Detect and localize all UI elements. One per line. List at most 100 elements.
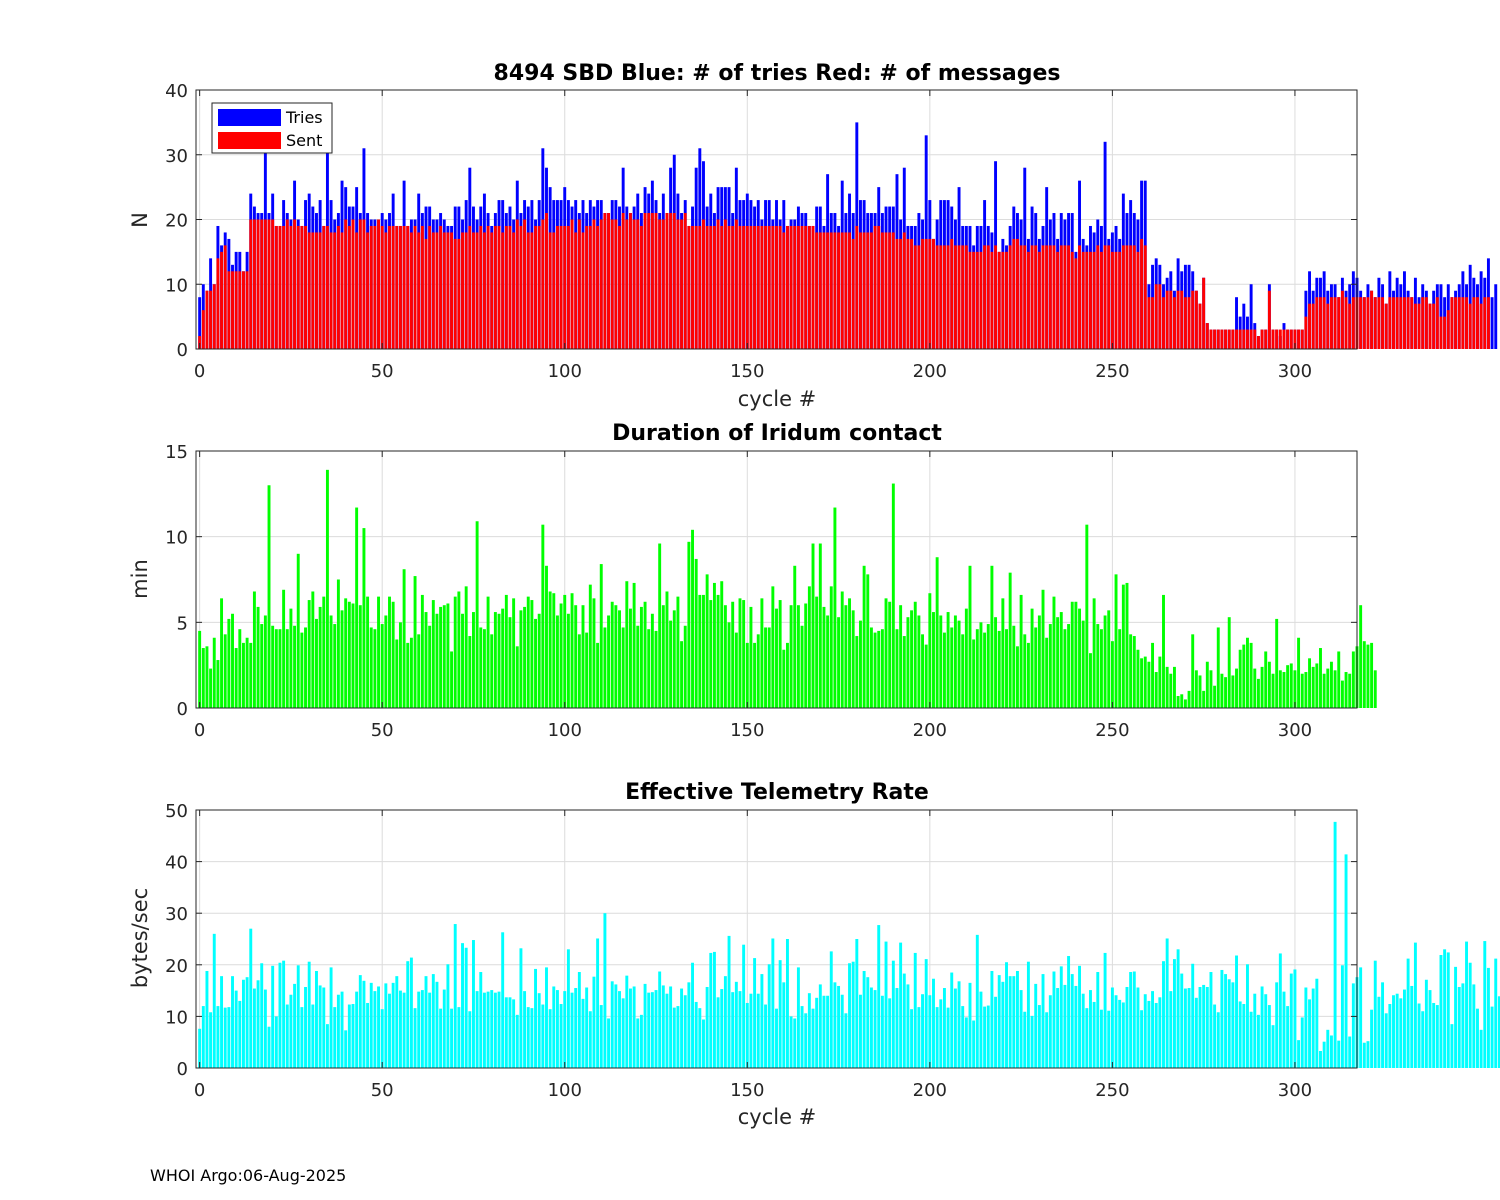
duration-bar bbox=[541, 524, 545, 708]
duration-bar bbox=[545, 565, 548, 708]
rate-bar bbox=[1359, 967, 1363, 1068]
rate-bar bbox=[577, 972, 581, 1068]
sent-bar bbox=[479, 225, 483, 349]
sent-bar bbox=[1092, 251, 1096, 350]
rate-bar bbox=[793, 1018, 797, 1068]
rate-bar bbox=[1421, 1011, 1425, 1068]
rate-bar bbox=[1099, 1009, 1103, 1068]
legend-tries-label: Tries bbox=[285, 108, 323, 127]
rate-bar bbox=[1242, 1004, 1246, 1068]
sent-bar bbox=[1169, 290, 1173, 349]
sent-bar bbox=[464, 232, 468, 349]
sent-bar bbox=[1216, 329, 1220, 349]
rate-bar bbox=[807, 993, 811, 1068]
duration-bar bbox=[785, 642, 789, 708]
rate-bar bbox=[1267, 1005, 1271, 1068]
sent-bar bbox=[1052, 245, 1056, 349]
rate-bar bbox=[1026, 961, 1030, 1068]
sent-bar bbox=[501, 232, 505, 349]
sent-bar bbox=[1373, 297, 1377, 349]
sent-bar bbox=[753, 225, 757, 349]
duration-bar bbox=[1078, 608, 1081, 708]
duration-bar bbox=[968, 565, 972, 708]
rate-bar bbox=[282, 960, 286, 1068]
rate-bar bbox=[1140, 1010, 1144, 1068]
rate-bar bbox=[1486, 967, 1490, 1068]
sent-bar bbox=[1457, 297, 1461, 349]
duration-bar bbox=[723, 605, 727, 708]
sent-bar bbox=[424, 238, 428, 349]
duration-bar bbox=[975, 629, 979, 708]
sent-bar bbox=[446, 232, 450, 349]
sent-bar bbox=[621, 213, 625, 349]
duration-bar bbox=[855, 636, 859, 708]
duration-bar bbox=[1333, 670, 1337, 708]
rate-bar bbox=[1289, 973, 1293, 1068]
duration-bar bbox=[1311, 666, 1315, 708]
sent-bar bbox=[953, 245, 957, 349]
duration-bar bbox=[1081, 620, 1085, 708]
sent-bar bbox=[585, 225, 589, 349]
rate-bar bbox=[420, 990, 424, 1068]
duration-bar bbox=[1370, 642, 1374, 708]
rate-bar bbox=[1037, 1005, 1041, 1068]
duration-bar bbox=[1067, 624, 1071, 708]
sent-bar bbox=[1246, 329, 1249, 349]
sent-bar bbox=[1110, 251, 1114, 350]
sent-bar bbox=[672, 213, 676, 349]
sent-bar bbox=[716, 219, 720, 349]
sent-bar bbox=[1421, 297, 1425, 349]
rate-bar bbox=[307, 961, 311, 1068]
duration-x-tick-label: 250 bbox=[1095, 720, 1129, 741]
rate-bar bbox=[464, 947, 468, 1068]
rate-bar bbox=[439, 1008, 443, 1068]
rate-bar bbox=[891, 960, 895, 1068]
duration-bar bbox=[464, 586, 468, 708]
rate-y-tick-label: 30 bbox=[165, 904, 188, 925]
duration-bar bbox=[873, 632, 877, 708]
duration-bar bbox=[1118, 629, 1122, 708]
duration-bar bbox=[964, 608, 968, 708]
rate-bar bbox=[1399, 998, 1403, 1068]
duration-bar bbox=[395, 639, 399, 708]
rate-bar bbox=[716, 997, 720, 1068]
rate-bar bbox=[1446, 952, 1450, 1068]
rate-bar bbox=[1479, 1029, 1483, 1068]
rate-panel: Effective Telemetry Rate 0 50 100 150 200 250… bbox=[128, 780, 1500, 1129]
rate-bar bbox=[636, 1018, 640, 1068]
rate-bar bbox=[811, 1008, 815, 1068]
duration-bar bbox=[355, 507, 359, 708]
duration-bar bbox=[227, 618, 231, 708]
sent-bar bbox=[548, 232, 552, 349]
sent-bar bbox=[997, 251, 1001, 350]
sent-bar bbox=[869, 232, 873, 349]
sent-bar bbox=[1147, 297, 1151, 349]
sent-bar bbox=[1370, 290, 1374, 349]
rate-bar bbox=[1180, 973, 1184, 1068]
sent-bar bbox=[1191, 290, 1195, 349]
sent-bar bbox=[493, 225, 497, 349]
duration-bar bbox=[1056, 617, 1060, 708]
duration-bar bbox=[939, 615, 943, 708]
duration-y-tick-label: 5 bbox=[177, 613, 188, 634]
duration-bar bbox=[366, 596, 370, 708]
duration-bar bbox=[639, 606, 643, 708]
rate-x-tick-label: 0 bbox=[194, 1080, 205, 1101]
rate-bar bbox=[1483, 941, 1487, 1068]
duration-bar bbox=[669, 620, 673, 708]
sent-bar bbox=[807, 225, 811, 349]
rate-bar bbox=[1308, 999, 1311, 1068]
sent-bar bbox=[1388, 297, 1392, 349]
sent-bar bbox=[212, 284, 216, 349]
rate-bar bbox=[256, 980, 260, 1068]
sent-bar bbox=[1198, 303, 1202, 349]
sent-bar bbox=[351, 219, 355, 349]
rate-bar bbox=[304, 986, 307, 1068]
sent-bar bbox=[1351, 297, 1355, 349]
rate-bar bbox=[249, 928, 253, 1068]
duration-bar bbox=[1012, 625, 1016, 708]
rate-bar bbox=[482, 992, 486, 1068]
rate-bar bbox=[1253, 993, 1257, 1068]
rate-bar bbox=[1227, 979, 1231, 1068]
rate-bar bbox=[1293, 969, 1297, 1068]
